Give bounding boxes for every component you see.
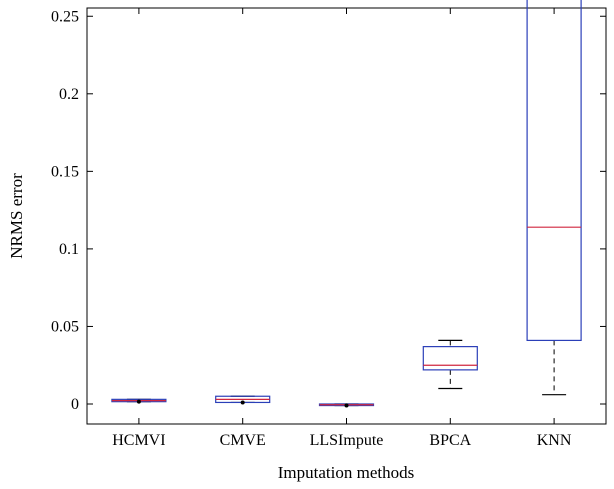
y-tick-label: 0.1 [59, 241, 79, 258]
plot-frame [86, 7, 607, 425]
box-bpca [422, 346, 478, 371]
y-tick-label: 0.25 [51, 8, 79, 25]
x-tick-label: CMVE [220, 432, 266, 449]
outlier-point [136, 399, 141, 404]
x-axis-label: Imputation methods [278, 463, 414, 482]
y-tick-label: 0.2 [59, 86, 79, 103]
x-tick-label: HCMVI [112, 432, 165, 449]
y-axis-ticks: 00.050.10.150.20.250.30.350.4 [51, 8, 606, 413]
outlier-point [344, 403, 349, 408]
x-axis-ticks: HCMVI CMVE LLSImpute BPCA KNN [112, 8, 572, 449]
boxes-group [111, 0, 582, 408]
y-tick-label: 0 [71, 396, 79, 413]
y-tick-label: 0.05 [51, 318, 79, 335]
y-tick-label: 0.15 [51, 163, 79, 180]
box-knn [526, 0, 582, 342]
x-tick-label: LLSImpute [310, 432, 384, 449]
x-tick-label: KNN [537, 432, 572, 449]
outlier-point [240, 400, 245, 405]
y-axis-label: NRMS error [7, 173, 26, 259]
x-tick-label: BPCA [429, 432, 471, 449]
